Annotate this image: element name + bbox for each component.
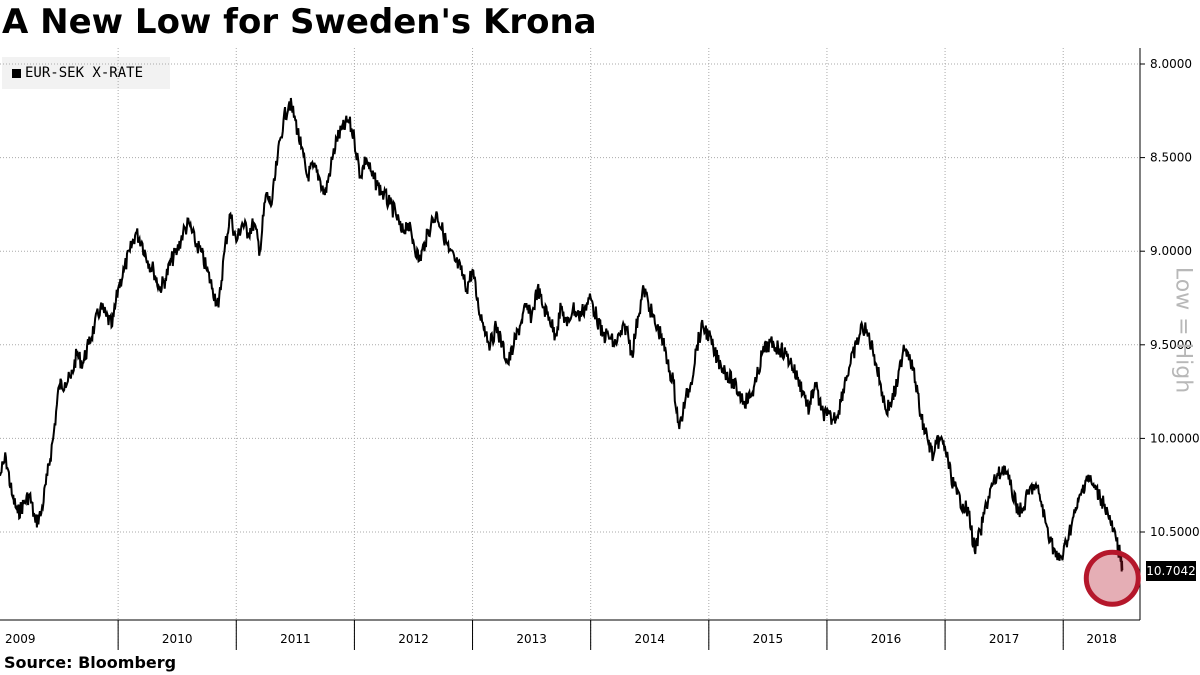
x-tick-label: 2014: [634, 632, 665, 646]
y-tick-label: 9.0000: [1150, 244, 1192, 258]
x-axis: 2009 2010 2011 2012 2013 2014 2015 2016 2017 2018: [0, 619, 1140, 650]
last-value-tag: 10.7042: [1146, 561, 1196, 581]
x-tick-label: 2018: [1086, 632, 1117, 646]
legend-swatch: [12, 68, 21, 78]
y-tick-label: 10.5000: [1150, 525, 1200, 539]
x-tick-label: 2010: [162, 632, 193, 646]
chart-title: A New Low for Sweden's Krona: [2, 2, 597, 42]
y-tick-label: 10.0000: [1150, 431, 1200, 445]
x-tick-label: 2012: [398, 632, 429, 646]
x-tick-label: 2015: [753, 632, 784, 646]
horizontal-gridlines: [0, 63, 1140, 533]
low-equals-high-note: Low = High: [1170, 266, 1196, 394]
y-axis: 8.0000 8.5000 9.0000 9.5000 10.0000 10.5000: [1139, 48, 1200, 620]
x-tick-label: 2013: [516, 632, 547, 646]
y-tick-label: 8.5000: [1150, 151, 1192, 165]
y-tick-label: 8.0000: [1150, 57, 1192, 71]
low-highlight-circle: [1083, 549, 1141, 607]
legend-label: EUR-SEK X-RATE: [25, 65, 144, 81]
y-tick-label: 9.5000: [1150, 338, 1192, 352]
x-tick-label: 2009: [5, 632, 36, 646]
vertical-gridlines: [117, 48, 1064, 648]
x-tick-label: 2017: [989, 632, 1020, 646]
x-tick-label: 2011: [280, 632, 311, 646]
x-tick-label: 2016: [871, 632, 902, 646]
series-line-eur-sek: [0, 97, 1124, 572]
source-note: Source: Bloomberg: [4, 653, 177, 672]
legend: EUR-SEK X-RATE: [2, 57, 170, 89]
